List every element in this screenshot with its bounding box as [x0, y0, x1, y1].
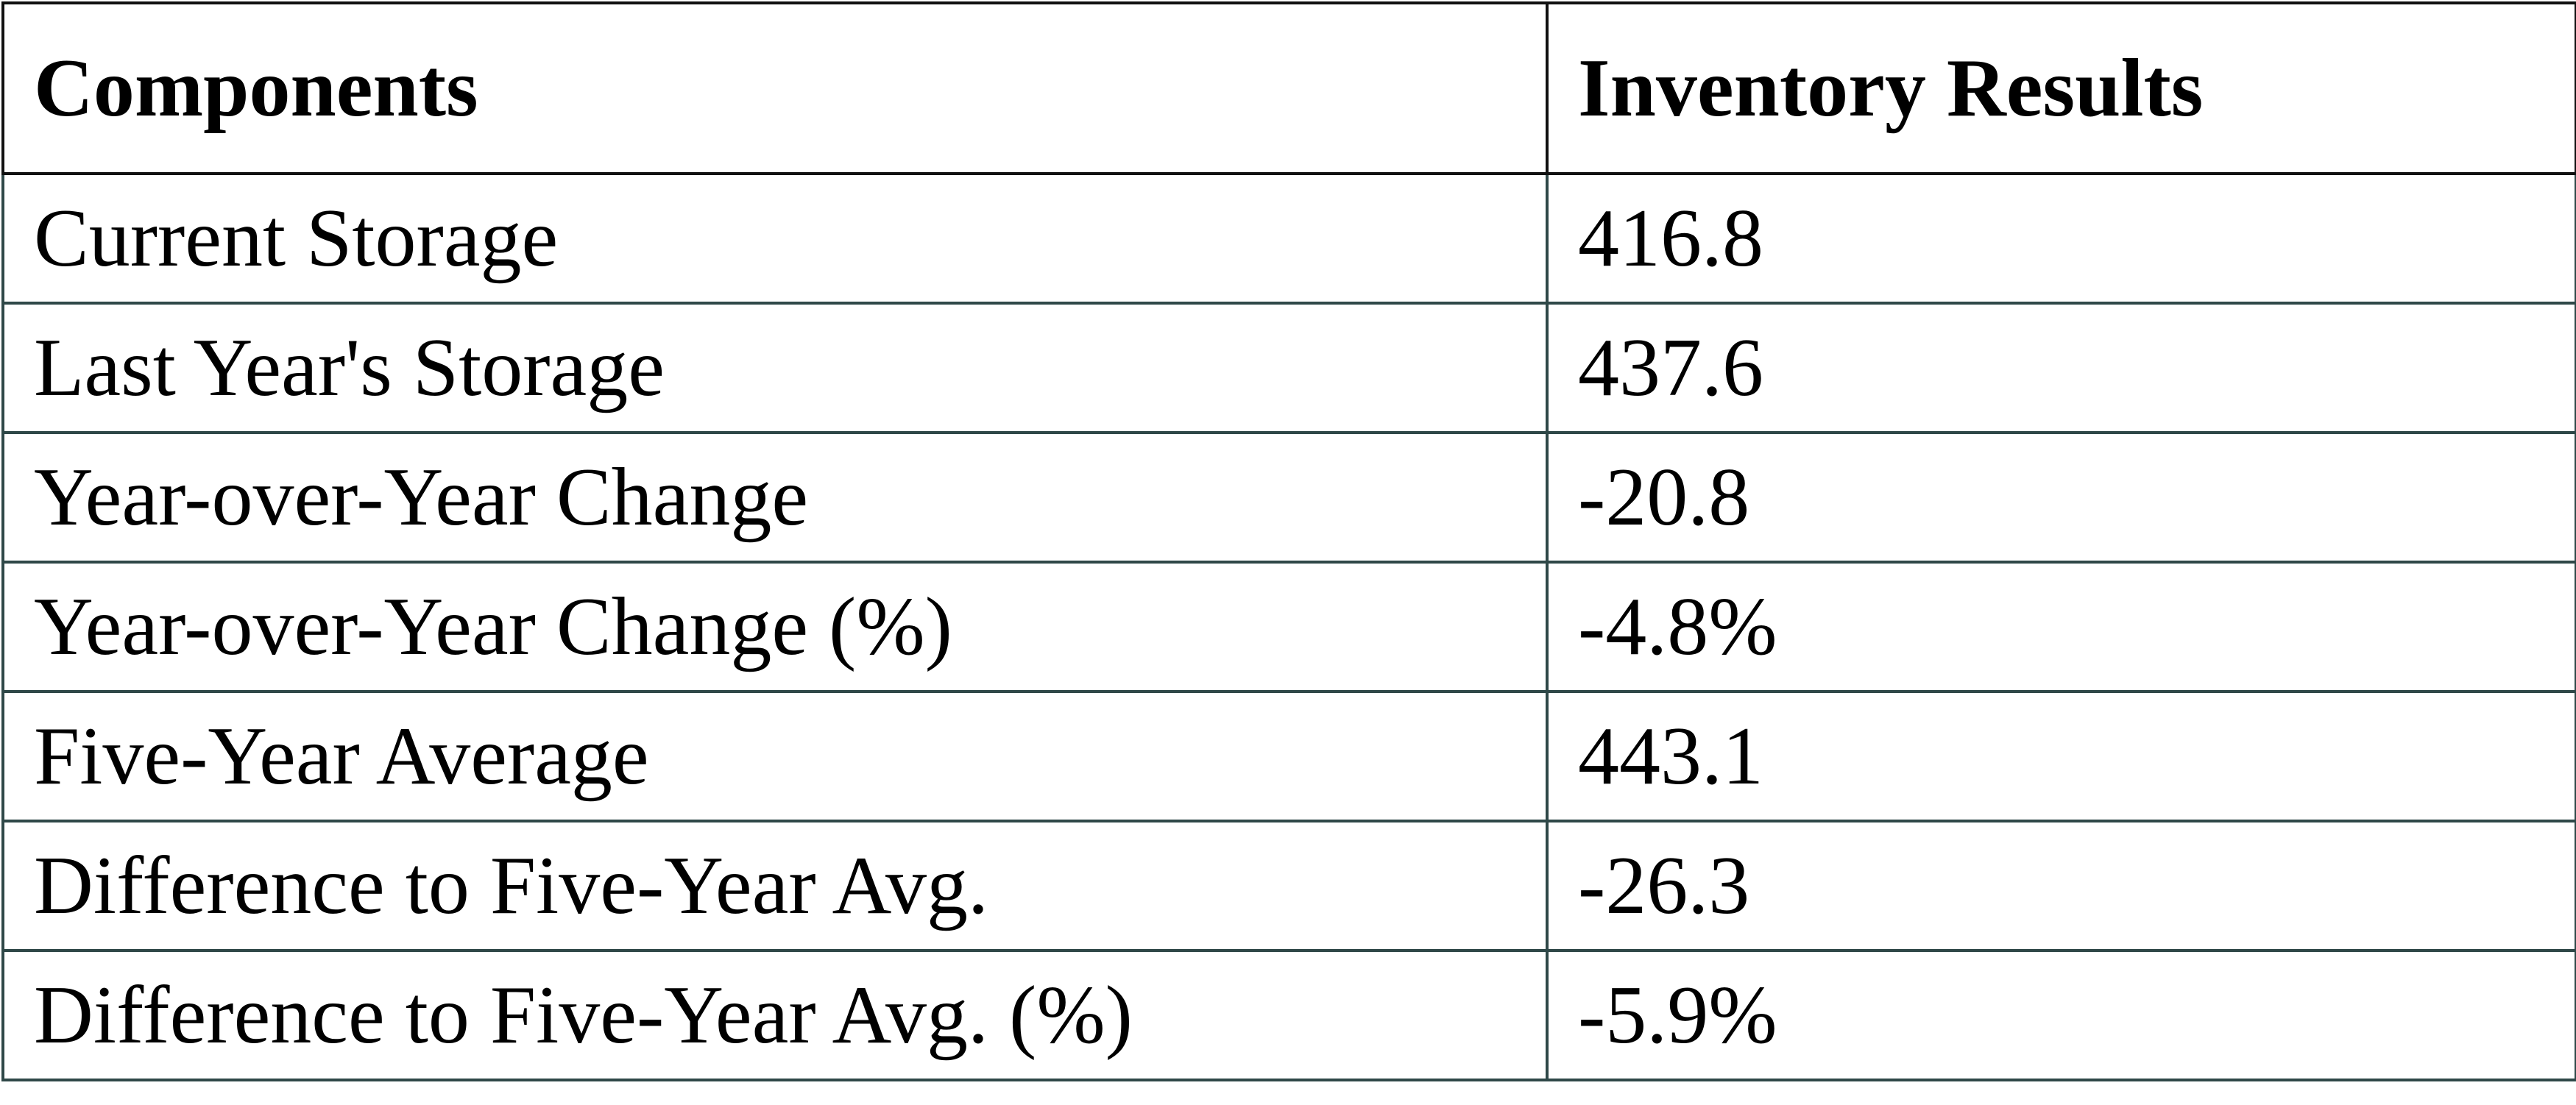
component-cell: Difference to Five-Year Avg. (%)	[1, 949, 1549, 1081]
result-cell: 443.1	[1546, 690, 2576, 822]
table-body: Current Storage 416.8 Last Year's Storage 4…	[1, 172, 2576, 1081]
result-cell: -5.9%	[1546, 949, 2576, 1081]
table-head: Components Inventory Results	[1, 1, 2576, 175]
table-row: Difference to Five-Year Avg. (%) -5.9%	[1, 949, 2576, 1081]
table-row: Year-over-Year Change -20.8	[1, 431, 2576, 564]
result-cell: -4.8%	[1546, 561, 2576, 693]
table-row: Last Year's Storage 437.6	[1, 302, 2576, 434]
table-row: Current Storage 416.8	[1, 172, 2576, 305]
header-cell: Components	[1, 1, 1549, 175]
result-cell: 416.8	[1546, 172, 2576, 305]
table-row: Five-Year Average 443.1	[1, 690, 2576, 822]
result-cell: -26.3	[1546, 820, 2576, 952]
result-cell: 437.6	[1546, 302, 2576, 434]
result-cell: -20.8	[1546, 431, 2576, 564]
component-cell: Current Storage	[1, 172, 1549, 305]
table-row: Year-over-Year Change (%) -4.8%	[1, 561, 2576, 693]
header-row: Components Inventory Results	[1, 1, 2576, 175]
component-cell: Year-over-Year Change (%)	[1, 561, 1549, 693]
header-cell: Inventory Results	[1546, 1, 2576, 175]
component-cell: Last Year's Storage	[1, 302, 1549, 434]
component-cell: Year-over-Year Change	[1, 431, 1549, 564]
inventory-table: Components Inventory Results Current Sto…	[1, 1, 2576, 1081]
component-cell: Five-Year Average	[1, 690, 1549, 822]
table-row: Difference to Five-Year Avg. -26.3	[1, 820, 2576, 952]
component-cell: Difference to Five-Year Avg.	[1, 820, 1549, 952]
